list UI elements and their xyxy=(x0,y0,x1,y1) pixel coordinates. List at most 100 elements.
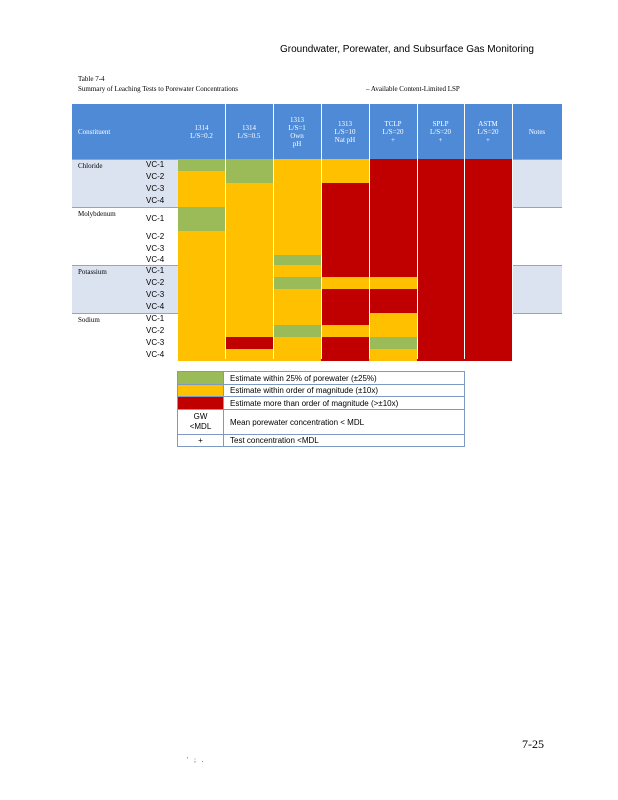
result-cell xyxy=(178,313,225,325)
constituent-group: Sodium xyxy=(72,313,178,361)
row-label: VC-4 xyxy=(146,255,165,264)
header-notes: Notes xyxy=(512,104,562,159)
column-divider xyxy=(320,104,322,359)
constituent-name: Sodium xyxy=(78,316,100,324)
result-cell xyxy=(464,337,512,349)
result-cell xyxy=(225,265,273,277)
result-cell xyxy=(273,207,321,231)
result-cell xyxy=(321,349,369,361)
result-cell xyxy=(464,207,512,231)
result-cell xyxy=(225,159,273,171)
result-cell xyxy=(178,231,225,243)
legend-row: GW <MDL Mean porewater concentration < MD… xyxy=(178,410,464,435)
result-cell xyxy=(464,265,512,277)
legend-text: Estimate more than order of magnitude (>… xyxy=(230,398,399,408)
header-col-3: 1313 L/S=1 Own pH xyxy=(273,104,321,159)
column-divider xyxy=(416,104,418,359)
result-cell xyxy=(273,231,321,243)
legend-row: Estimate more than order of magnitude (>… xyxy=(178,397,464,410)
result-cell xyxy=(321,231,369,243)
result-cell xyxy=(225,255,273,265)
result-cell xyxy=(178,289,225,301)
notes-cell xyxy=(512,207,562,265)
result-cell xyxy=(369,195,417,207)
result-cell xyxy=(321,277,369,289)
legend-row: Estimate within 25% of porewater (±25%) xyxy=(178,372,464,385)
legend-row: + Test concentration <MDL xyxy=(178,435,464,447)
constituent-group: Molybdenum xyxy=(72,207,178,265)
result-cell xyxy=(178,301,225,313)
header-col-5: TCLP L/S=20 + xyxy=(369,104,417,159)
result-cell xyxy=(417,301,464,313)
result-cell xyxy=(369,277,417,289)
result-cell xyxy=(273,255,321,265)
result-cell xyxy=(417,277,464,289)
header-col-7: ASTM L/S=20 + xyxy=(464,104,512,159)
result-cell xyxy=(464,255,512,265)
row-label: VC-2 xyxy=(146,232,165,241)
result-cell xyxy=(178,171,225,183)
result-cell xyxy=(417,183,464,195)
result-cell xyxy=(273,337,321,349)
header-col-1: 1314 L/S=0.2 xyxy=(178,104,225,159)
notes-cell xyxy=(512,265,562,313)
result-cell xyxy=(273,349,321,361)
footer-marks: ' ; . xyxy=(187,756,206,764)
result-cell xyxy=(178,159,225,171)
result-cell xyxy=(321,171,369,183)
result-cell xyxy=(273,195,321,207)
result-cell xyxy=(417,231,464,243)
result-cell xyxy=(273,243,321,255)
result-cell xyxy=(225,195,273,207)
row-label: VC-1 xyxy=(146,266,165,275)
legend-swatch xyxy=(178,385,224,396)
result-cell xyxy=(321,243,369,255)
result-cell xyxy=(225,289,273,301)
legend-row: Estimate within order of magnitude (±10x… xyxy=(178,385,464,397)
legend-text: Estimate within 25% of porewater (±25%) xyxy=(230,373,377,383)
result-cell xyxy=(178,183,225,195)
constituent-group: Potassium xyxy=(72,265,178,313)
legend-swatch xyxy=(178,397,224,409)
row-label: VC-4 xyxy=(146,350,165,359)
result-cell xyxy=(321,337,369,349)
result-cell xyxy=(369,301,417,313)
result-cell xyxy=(225,313,273,325)
header-col-4: 1313 L/S=10 Nat pH xyxy=(321,104,369,159)
result-cell xyxy=(369,183,417,195)
result-cell xyxy=(369,207,417,231)
result-cell xyxy=(417,325,464,337)
result-cell xyxy=(369,313,417,325)
result-cell xyxy=(464,301,512,313)
result-cell xyxy=(464,195,512,207)
result-cell xyxy=(178,337,225,349)
result-cell xyxy=(369,171,417,183)
result-cell xyxy=(417,265,464,277)
result-cell xyxy=(273,301,321,313)
result-cell xyxy=(464,171,512,183)
table-label: Table 7-4 xyxy=(78,75,105,83)
result-cell xyxy=(321,265,369,277)
row-label: VC-1 xyxy=(146,314,165,323)
result-cell xyxy=(225,183,273,195)
result-cell xyxy=(321,301,369,313)
row-label: VC-3 xyxy=(146,290,165,299)
legend-symbol: + xyxy=(178,435,224,447)
result-cell xyxy=(321,195,369,207)
result-cell xyxy=(321,159,369,171)
result-cell xyxy=(178,255,225,265)
result-cell xyxy=(369,243,417,255)
result-cell xyxy=(225,231,273,243)
result-cell xyxy=(464,243,512,255)
result-cell xyxy=(178,277,225,289)
result-cell xyxy=(273,183,321,195)
result-cell xyxy=(417,349,464,361)
legend-text: Estimate within order of magnitude (±10x… xyxy=(230,386,379,395)
result-cell xyxy=(417,171,464,183)
row-label: VC-3 xyxy=(146,244,165,253)
result-cell xyxy=(273,325,321,337)
row-label: VC-2 xyxy=(146,172,165,181)
result-cell xyxy=(369,255,417,265)
header-col-2: 1314 L/S=0.5 xyxy=(225,104,273,159)
column-divider xyxy=(272,104,274,359)
